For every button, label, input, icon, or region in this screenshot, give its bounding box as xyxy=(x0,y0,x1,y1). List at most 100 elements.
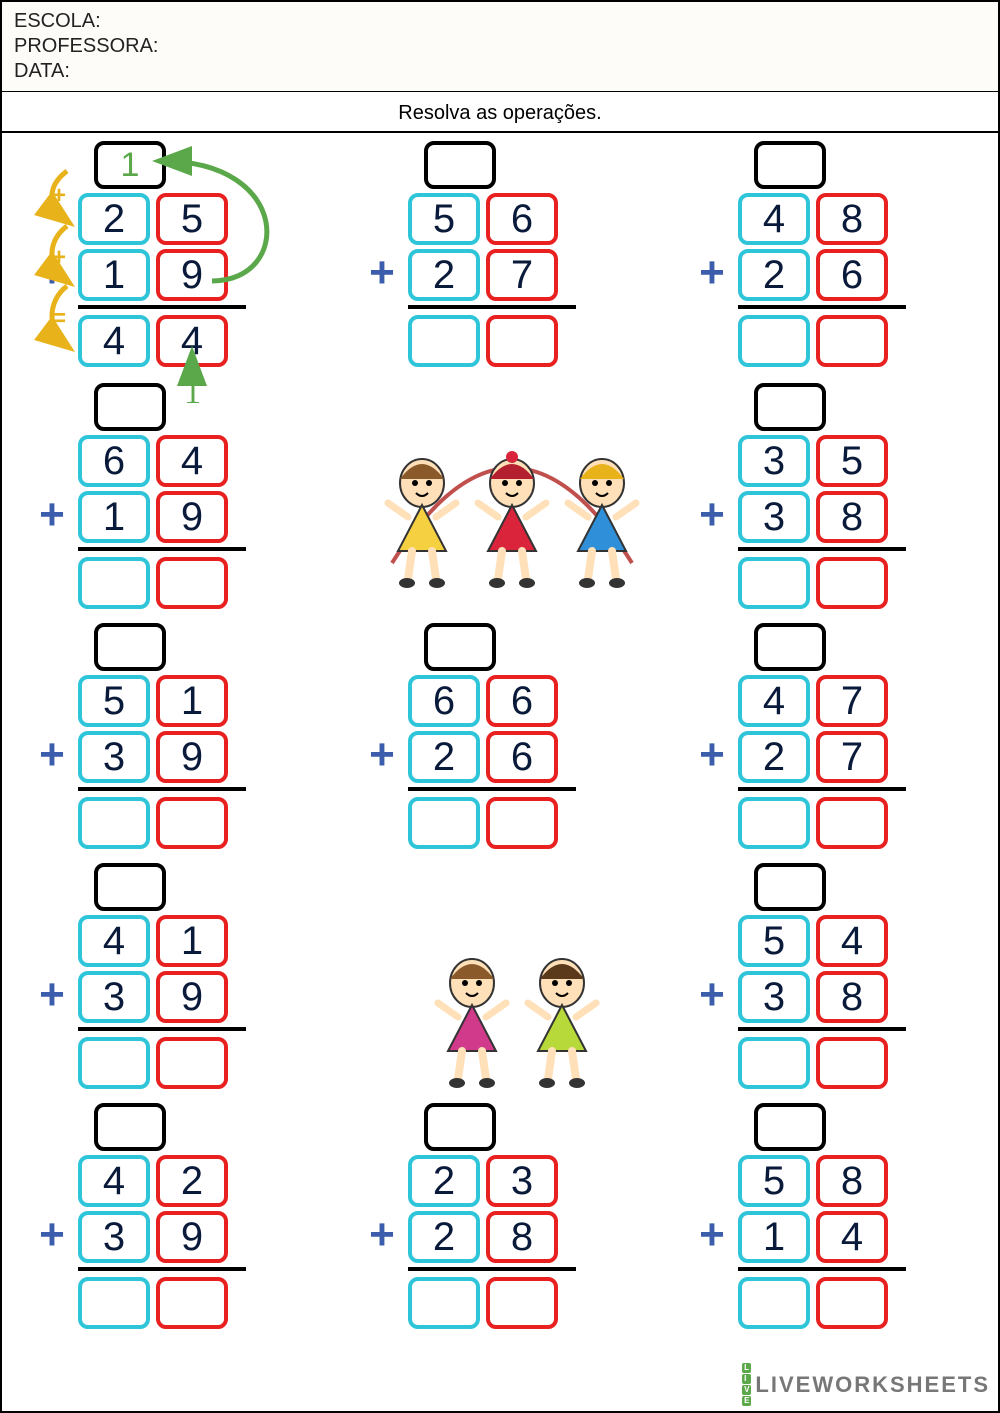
result-ones-box[interactable]: 4 xyxy=(156,315,228,367)
result-ones-box[interactable] xyxy=(486,315,558,367)
teacher-label: PROFESSORA: xyxy=(14,35,986,58)
addition-problem: 4 8+ 2 6 xyxy=(692,141,992,367)
ones-digit: 9 xyxy=(156,1211,228,1263)
result-ones-box[interactable] xyxy=(156,1037,228,1089)
result-ones-box[interactable] xyxy=(816,1277,888,1329)
result-ones-box[interactable] xyxy=(156,557,228,609)
plus-operator-icon: + xyxy=(692,248,732,298)
tens-digit: 2 xyxy=(408,1155,480,1207)
tens-digit: 6 xyxy=(408,675,480,727)
addition-problem: 3 5+ 3 8 xyxy=(692,383,992,609)
carry-box[interactable] xyxy=(424,141,496,189)
tens-digit: 6 xyxy=(78,435,150,487)
plus-operator-icon: + xyxy=(362,248,402,298)
carry-box[interactable] xyxy=(94,863,166,911)
carry-box[interactable] xyxy=(94,1103,166,1151)
result-ones-box[interactable] xyxy=(816,315,888,367)
carry-box[interactable] xyxy=(754,383,826,431)
two_kids-clipart xyxy=(362,873,662,1093)
result-tens-box[interactable] xyxy=(78,557,150,609)
plus-operator-icon: + xyxy=(32,490,72,540)
addition-problem: 6 6+ 2 6 xyxy=(362,623,662,849)
plus-operator-icon: + xyxy=(32,248,72,298)
result-ones-box[interactable] xyxy=(486,1277,558,1329)
sum-line xyxy=(78,305,246,309)
tens-digit: 4 xyxy=(738,675,810,727)
result-tens-box[interactable] xyxy=(408,315,480,367)
tens-digit: 1 xyxy=(78,491,150,543)
tens-digit: 1 xyxy=(78,249,150,301)
plus-operator-icon: + xyxy=(692,970,732,1020)
addition-problem: 5 1+ 3 9 xyxy=(32,623,332,849)
school-label: ESCOLA: xyxy=(14,10,986,33)
result-tens-box[interactable] xyxy=(738,1277,810,1329)
result-tens-box[interactable] xyxy=(738,315,810,367)
ones-digit: 8 xyxy=(816,971,888,1023)
sum-line xyxy=(408,305,576,309)
date-label: DATA: xyxy=(14,60,986,83)
carry-box[interactable] xyxy=(754,623,826,671)
result-tens-box[interactable] xyxy=(738,1037,810,1089)
sum-line xyxy=(78,547,246,551)
addition-problem: 4 7+ 2 7 xyxy=(692,623,992,849)
sum-line xyxy=(78,1267,246,1271)
carry-box[interactable] xyxy=(424,623,496,671)
result-tens-box[interactable]: 4 xyxy=(78,315,150,367)
ones-digit: 2 xyxy=(156,1155,228,1207)
plus-operator-icon: + xyxy=(32,1210,72,1260)
addition-problem: 2 3+ 2 8 xyxy=(362,1103,662,1329)
plus-operator-icon: + xyxy=(32,970,72,1020)
tens-digit: 4 xyxy=(738,193,810,245)
footer-text: LIVEWORKSHEETS xyxy=(755,1372,990,1398)
problems-grid: 1 2 5+ 1 94 4 + + = 1 5 6+ 2 xyxy=(2,133,998,1393)
tens-digit: 5 xyxy=(78,675,150,727)
tens-digit: 3 xyxy=(78,971,150,1023)
ones-digit: 1 xyxy=(156,915,228,967)
result-ones-box[interactable] xyxy=(816,1037,888,1089)
result-tens-box[interactable] xyxy=(738,797,810,849)
result-tens-box[interactable] xyxy=(738,557,810,609)
carry-box[interactable] xyxy=(754,863,826,911)
result-tens-box[interactable] xyxy=(78,797,150,849)
carry-box[interactable] xyxy=(424,1103,496,1151)
sum-line xyxy=(78,787,246,791)
liveworksheets-badge-icon: LIVE xyxy=(742,1363,751,1407)
tens-digit: 5 xyxy=(738,1155,810,1207)
result-tens-box[interactable] xyxy=(78,1277,150,1329)
carry-box[interactable] xyxy=(754,1103,826,1151)
result-ones-box[interactable] xyxy=(156,1277,228,1329)
carry-box[interactable] xyxy=(94,623,166,671)
ones-digit: 6 xyxy=(486,731,558,783)
ones-digit: 9 xyxy=(156,249,228,301)
ones-digit: 9 xyxy=(156,971,228,1023)
ones-digit: 9 xyxy=(156,731,228,783)
result-ones-box[interactable] xyxy=(156,797,228,849)
addition-problem: 1 2 5+ 1 94 4 + + = 1 xyxy=(32,141,332,367)
addition-problem: 5 4+ 3 8 xyxy=(692,863,992,1089)
two-kids-icon xyxy=(382,873,642,1093)
sum-line xyxy=(738,1267,906,1271)
ones-digit: 4 xyxy=(156,435,228,487)
tens-digit: 2 xyxy=(78,193,150,245)
plus-operator-icon: + xyxy=(32,730,72,780)
result-tens-box[interactable] xyxy=(78,1037,150,1089)
ones-digit: 8 xyxy=(486,1211,558,1263)
result-ones-box[interactable] xyxy=(486,797,558,849)
ones-digit: 7 xyxy=(816,675,888,727)
carry-box[interactable] xyxy=(754,141,826,189)
sum-line xyxy=(738,547,906,551)
ones-digit: 7 xyxy=(816,731,888,783)
result-ones-box[interactable] xyxy=(816,797,888,849)
sum-line xyxy=(738,787,906,791)
result-ones-box[interactable] xyxy=(816,557,888,609)
sum-line xyxy=(408,787,576,791)
sum-line xyxy=(408,1267,576,1271)
ones-digit: 5 xyxy=(156,193,228,245)
result-tens-box[interactable] xyxy=(408,797,480,849)
carry-box[interactable] xyxy=(94,383,166,431)
header-block: ESCOLA: PROFESSORA: DATA: xyxy=(2,2,998,92)
carry-box[interactable]: 1 xyxy=(94,141,166,189)
result-tens-box[interactable] xyxy=(408,1277,480,1329)
sum-line xyxy=(738,305,906,309)
ones-digit: 4 xyxy=(816,915,888,967)
